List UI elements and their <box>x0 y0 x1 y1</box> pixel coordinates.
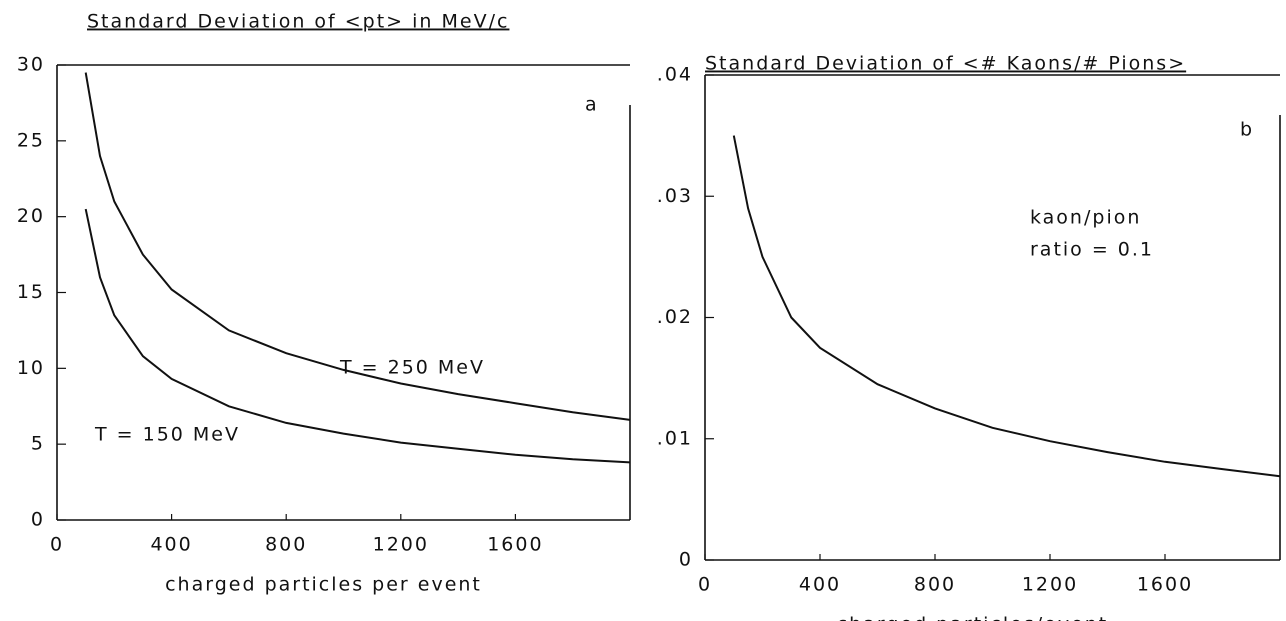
chart-title: Standard Deviation of <# Kaons/# Pions> <box>705 53 1186 75</box>
series-label: T = 150 MeV <box>94 424 240 446</box>
y-tick-label: 0 <box>679 549 693 571</box>
x-tick-label: 400 <box>799 574 841 596</box>
y-tick-label: 30 <box>17 54 45 76</box>
x-tick-label: 0 <box>698 574 712 596</box>
annotation: b <box>1240 119 1254 141</box>
x-axis-label: charged particles per event <box>165 574 482 596</box>
annotation: a <box>585 94 599 116</box>
series-label: kaon/pion <box>1030 207 1141 229</box>
x-tick-label: 400 <box>150 534 192 556</box>
y-tick-label: 5 <box>31 433 45 455</box>
line <box>84 208 631 464</box>
x-tick-label: 800 <box>914 574 956 596</box>
x-axis-label: charged particles/event <box>837 614 1109 621</box>
annotation: ratio = 0.1 <box>1030 239 1154 261</box>
y-tick-label: 0 <box>31 509 45 531</box>
y-tick-label: 15 <box>17 281 45 303</box>
x-tick-label: 800 <box>265 534 307 556</box>
y-tick-label: 20 <box>17 205 45 227</box>
x-tick-label: 1600 <box>487 534 543 556</box>
y-tick-label: .02 <box>657 306 693 328</box>
chart-title: Standard Deviation of <pt> in MeV/c <box>87 11 509 33</box>
y-tick-label: .04 <box>657 64 693 86</box>
line <box>84 72 631 421</box>
x-tick-label: 1200 <box>373 534 429 556</box>
x-tick-label: 1200 <box>1022 574 1078 596</box>
x-tick-label: 1600 <box>1137 574 1193 596</box>
x-tick-label: 0 <box>50 534 64 556</box>
y-tick-label: .01 <box>657 427 693 449</box>
y-tick-label: .03 <box>657 185 693 207</box>
y-tick-label: 10 <box>17 357 45 379</box>
y-tick-label: 25 <box>17 129 45 151</box>
series-label: T = 250 MeV <box>339 357 485 379</box>
line <box>732 135 1281 478</box>
